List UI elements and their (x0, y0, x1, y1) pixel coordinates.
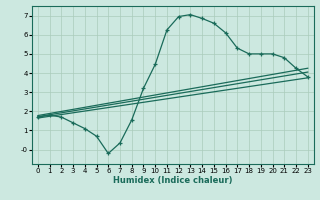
X-axis label: Humidex (Indice chaleur): Humidex (Indice chaleur) (113, 176, 233, 185)
